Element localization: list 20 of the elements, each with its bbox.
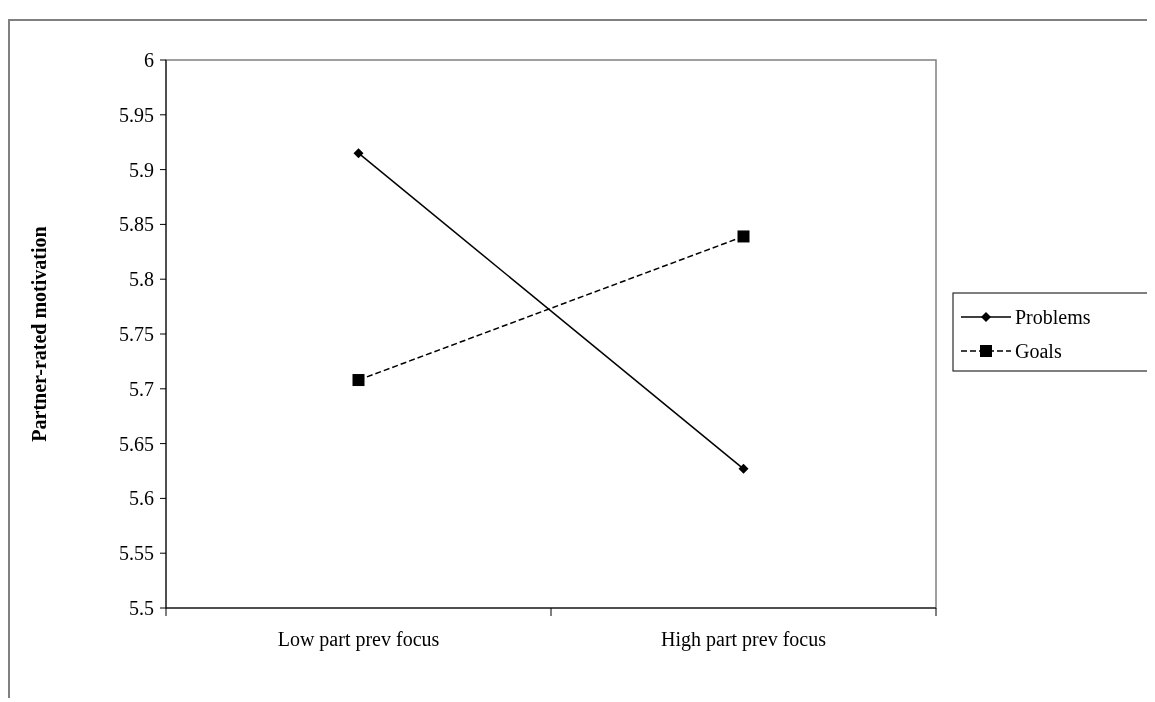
point — [353, 148, 364, 159]
y-tick-label: 5.85 — [119, 213, 154, 236]
y-tick-label: 5.95 — [119, 103, 154, 126]
legend-label: Goals — [1015, 340, 1062, 362]
y-axis-title: Partner-rated motivation — [28, 226, 50, 442]
point — [737, 230, 750, 243]
legend-label: Problems — [1015, 306, 1091, 328]
point — [352, 374, 365, 387]
point — [738, 463, 749, 474]
x-tick-label: High part prev focus — [661, 628, 827, 651]
y-tick-label: 5.6 — [129, 487, 154, 510]
y-tick-label: 6 — [144, 49, 154, 71]
y-tick-label: 5.75 — [119, 323, 154, 345]
y-tick-label: 5.5 — [129, 597, 154, 619]
y-tick-label: 5.65 — [119, 432, 154, 455]
y-tick-label: 5.8 — [129, 268, 154, 291]
y-tick-label: 5.7 — [129, 377, 154, 400]
y-tick-label: 5.55 — [119, 542, 154, 565]
x-tick-label: Low part prev focus — [277, 628, 440, 651]
y-tick-label: 5.9 — [129, 158, 154, 181]
